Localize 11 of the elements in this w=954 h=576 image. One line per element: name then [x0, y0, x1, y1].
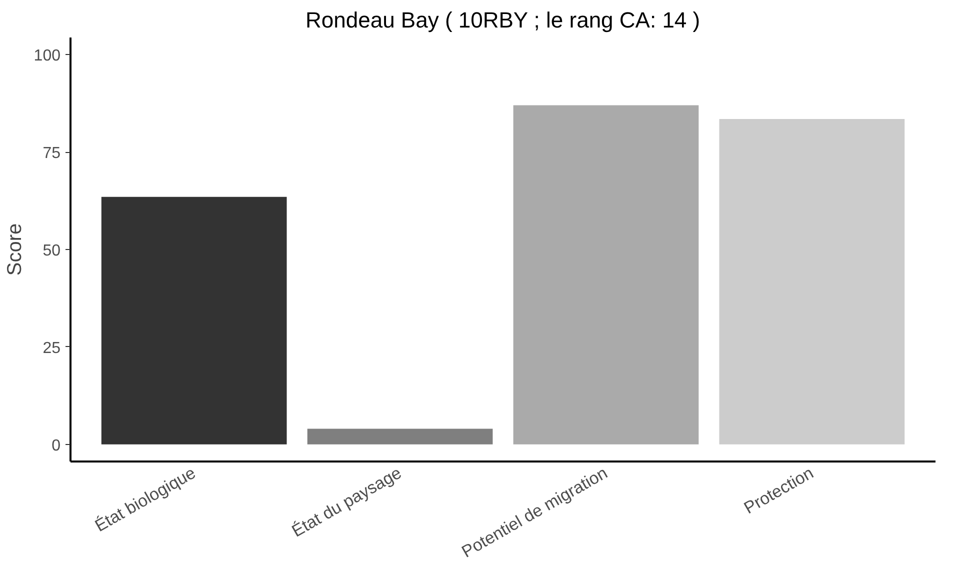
bar: [719, 118, 905, 444]
y-tick-label: 50: [42, 242, 61, 260]
y-axis-title: Score: [4, 223, 26, 276]
bar: [513, 105, 699, 444]
y-tick-label: 25: [42, 340, 61, 357]
bar: [101, 196, 287, 444]
bar: [307, 428, 493, 444]
chart-title: Rondeau Bay ( 10RBY ; le rang CA: 14 ): [306, 8, 700, 32]
y-tick-label: 0: [52, 437, 61, 454]
y-tick-label: 75: [42, 145, 61, 162]
y-tick-label: 100: [34, 48, 61, 65]
